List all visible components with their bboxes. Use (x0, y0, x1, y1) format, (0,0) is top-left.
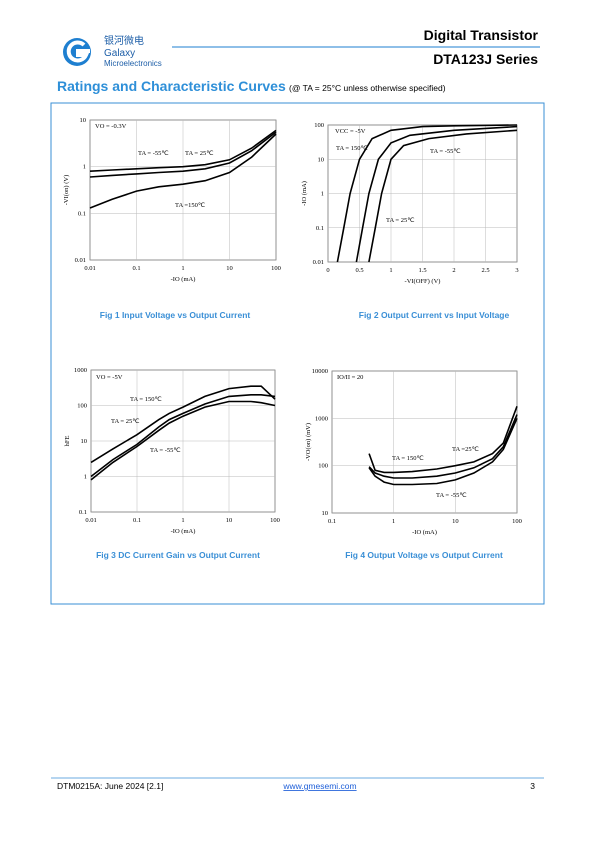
y-tick-label: 1 (321, 191, 324, 198)
x-tick-label: 1 (392, 518, 395, 525)
x-tick-label: 3 (515, 267, 518, 274)
x-tick-label: 2.5 (481, 267, 489, 274)
x-axis-label: -IO (mA) (412, 529, 437, 536)
footer-doc: DTM0215A: June 2024 [2.1] (57, 781, 163, 791)
annotation: TA = -55℃ (436, 492, 467, 499)
y-tick-label: 1 (84, 474, 87, 481)
x-axis-label: -VI(OFF) (V) (405, 278, 441, 285)
figure-caption: Fig 2 Output Current vs Input Voltage (359, 310, 510, 320)
x-tick-label: 0.01 (84, 265, 95, 272)
y-axis-label: -VI(on) (V) (63, 175, 70, 206)
plot-frame (331, 370, 518, 514)
x-tick-label: 2 (452, 267, 455, 274)
y-tick-label: 100 (318, 463, 328, 470)
logo-name: Galaxy (104, 48, 135, 59)
x-tick-label: 100 (271, 265, 281, 272)
y-tick-label: 0.1 (79, 509, 87, 516)
doc-series: DTA123J Series (433, 51, 538, 67)
y-axis-label: hFE (64, 436, 71, 447)
x-tick-label: 0.5 (355, 267, 363, 274)
figure-caption: Fig 4 Output Voltage vs Output Current (345, 550, 503, 560)
curve (368, 129, 518, 263)
y-axis-label: -IO (mA) (301, 181, 308, 206)
y-tick-label: 10 (318, 156, 325, 163)
x-axis-label: -IO (mA) (171, 528, 196, 535)
x-tick-label: 1.5 (418, 267, 426, 274)
figure-caption: Fig 1 Input Voltage vs Output Current (100, 310, 251, 320)
x-tick-label: 0.1 (328, 518, 336, 525)
annotation: VCC = -5V (335, 128, 366, 135)
curve (90, 394, 276, 478)
y-tick-label: 100 (314, 122, 324, 129)
x-tick-label: 0.1 (133, 517, 141, 524)
x-axis-label: -IO (mA) (171, 276, 196, 283)
y-tick-label: 10000 (312, 368, 328, 375)
annotation: VO = -0.3V (95, 123, 127, 130)
logo-sub: Microelectronics (104, 59, 162, 68)
y-tick-label: 100 (77, 403, 87, 410)
annotation: TA =25℃ (452, 446, 480, 453)
curve (89, 129, 277, 172)
curve (336, 124, 518, 263)
x-tick-label: 1 (181, 265, 184, 272)
x-tick-label: 0 (326, 267, 329, 274)
curve (368, 417, 518, 486)
annotation: IO/II = 20 (337, 374, 363, 381)
section-condition: (@ TA = 25°C unless otherwise specified) (289, 83, 446, 93)
logo-cn: 银河微电 (104, 34, 144, 47)
annotation: TA = 25℃ (185, 150, 214, 157)
doc-title: Digital Transistor (424, 27, 539, 43)
curve (355, 125, 518, 263)
footer-url[interactable]: www.gmesemi.com (282, 781, 356, 791)
x-tick-label: 0.1 (132, 265, 140, 272)
annotation: TA = 25℃ (386, 217, 415, 224)
y-tick-label: 1 (83, 164, 86, 171)
y-tick-label: 10 (81, 438, 88, 445)
annotation: TA =150℃ (175, 202, 206, 209)
x-tick-label: 100 (512, 518, 522, 525)
x-tick-label: 1 (389, 267, 392, 274)
annotation: TA = -55℃ (430, 148, 461, 155)
curve (90, 385, 276, 464)
curve (89, 131, 277, 178)
annotation: TA = -55℃ (138, 150, 169, 157)
y-tick-label: 0.1 (78, 210, 86, 217)
footer-page: 3 (530, 781, 535, 791)
y-tick-label: 0.01 (75, 257, 86, 264)
annotation: TA = 150℃ (336, 145, 368, 152)
logo-g (66, 40, 90, 63)
x-tick-label: 0.01 (85, 517, 96, 524)
y-tick-label: 0.1 (316, 225, 324, 232)
annotation: TA = 25℃ (111, 418, 140, 425)
curve (368, 414, 518, 479)
x-tick-label: 10 (226, 265, 233, 272)
x-tick-label: 10 (452, 518, 459, 525)
x-tick-label: 10 (226, 517, 233, 524)
y-tick-label: 1000 (315, 415, 328, 422)
y-axis-label: -VO(on) (mV) (305, 423, 312, 461)
figure-caption: Fig 3 DC Current Gain vs Output Current (96, 550, 260, 560)
curve (368, 406, 518, 474)
annotation: TA = -55℃ (150, 447, 181, 454)
annotation: TA = 150℃ (392, 455, 424, 462)
annotation: TA = 150℃ (130, 396, 162, 403)
x-tick-label: 100 (270, 517, 280, 524)
annotation: VO = -5V (96, 374, 123, 381)
y-tick-label: 10 (322, 510, 329, 517)
section-title: Ratings and Characteristic Curves (57, 78, 286, 94)
x-tick-label: 1 (181, 517, 184, 524)
curve (90, 400, 276, 481)
curve (89, 133, 277, 209)
figure-box (50, 102, 545, 605)
y-tick-label: 0.01 (313, 259, 324, 266)
y-tick-label: 10 (80, 117, 87, 124)
y-tick-label: 1000 (74, 367, 87, 374)
